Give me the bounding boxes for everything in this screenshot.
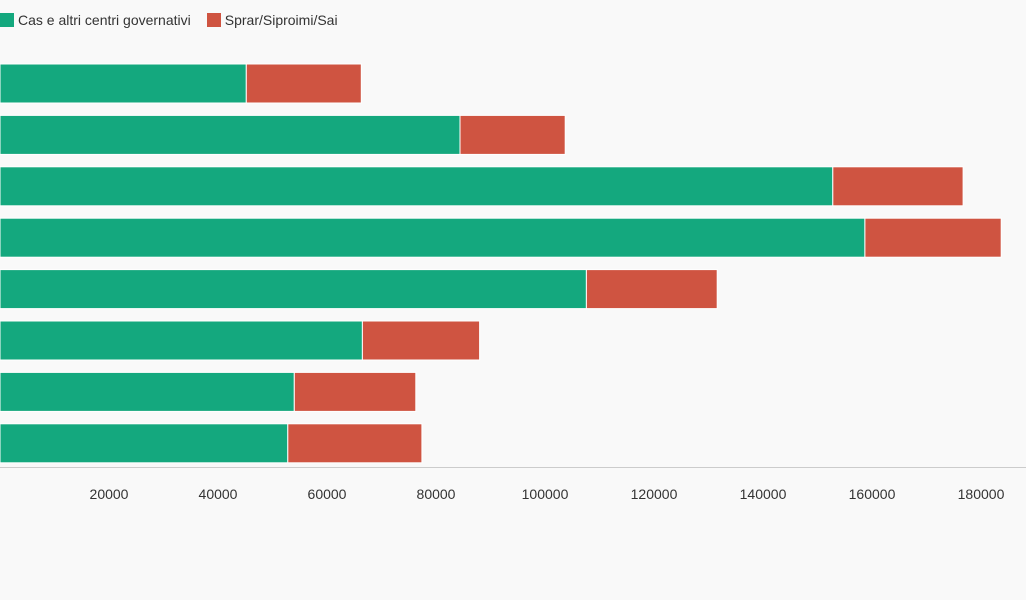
x-tick-label: 180000 xyxy=(958,486,1005,502)
x-axis-ticks: 20000 40000 60000 80000 100000 120000 140000 16… xyxy=(90,486,1005,502)
x-tick-label: 100000 xyxy=(522,486,569,502)
bar-sprar-1 xyxy=(459,114,566,155)
bar-cas-6 xyxy=(0,371,295,412)
x-tick-label: 20000 xyxy=(90,486,129,502)
bar-sprar-4 xyxy=(585,269,718,310)
legend-swatch-sprar xyxy=(206,13,221,27)
x-tick-label: 60000 xyxy=(308,486,347,502)
bar-sprar-7 xyxy=(287,423,423,464)
bar-cas-1 xyxy=(0,114,461,155)
x-tick-label: 120000 xyxy=(631,486,678,502)
bar-cas-0 xyxy=(0,63,247,104)
x-tick-label: 40000 xyxy=(199,486,238,502)
bar-cas-5 xyxy=(0,320,363,361)
bar-cas-3 xyxy=(0,217,866,258)
bar-cas-4 xyxy=(0,269,587,310)
legend-label-cas: Cas e altri centri governativi xyxy=(18,12,191,28)
legend-item-cas: Cas e altri centri governativi xyxy=(0,12,191,28)
x-tick-label: 140000 xyxy=(740,486,787,502)
bars-group xyxy=(0,63,1002,464)
bar-cas-7 xyxy=(0,423,289,464)
legend: Cas e altri centri governativi Sprar/Sip… xyxy=(0,12,338,28)
legend-label-sprar: Sprar/Siproimi/Sai xyxy=(224,12,338,28)
bar-sprar-3 xyxy=(864,217,1002,258)
bar-sprar-5 xyxy=(361,320,481,361)
bar-sprar-0 xyxy=(245,63,362,104)
bar-cas-2 xyxy=(0,166,834,207)
legend-swatch-cas xyxy=(0,13,14,27)
bar-sprar-6 xyxy=(293,371,417,412)
x-tick-label: 80000 xyxy=(417,486,456,502)
x-tick-label: 160000 xyxy=(849,486,896,502)
legend-item-sprar: Sprar/Siproimi/Sai xyxy=(206,12,338,28)
bar-sprar-2 xyxy=(832,166,964,207)
